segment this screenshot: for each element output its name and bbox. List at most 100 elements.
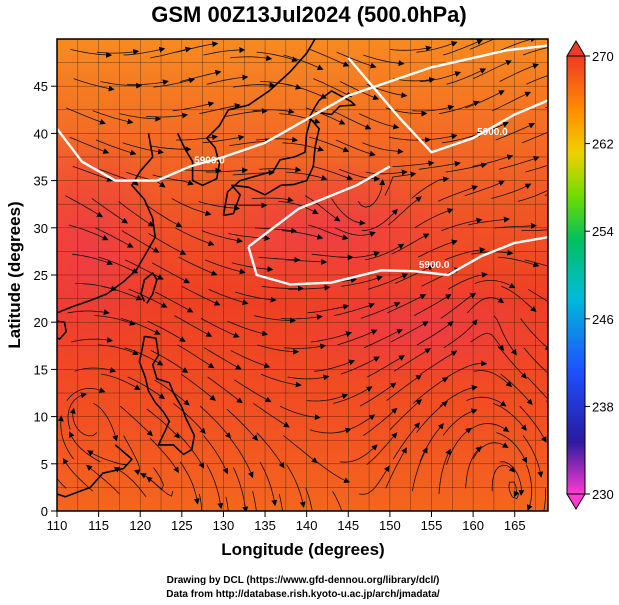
streamline — [367, 355, 405, 378]
streamline — [92, 110, 134, 125]
colorbar-tick-label: 270 — [592, 49, 614, 64]
streamline — [365, 169, 408, 176]
streamline — [464, 180, 505, 197]
streamline — [149, 438, 179, 474]
y-axis: 0 5 10 15 20 25 30 35 40 45 — [34, 79, 57, 519]
streamline — [227, 320, 269, 337]
streamline — [260, 373, 302, 388]
streamline — [522, 47, 548, 56]
contour-line — [57, 44, 548, 182]
colorbar-tick-label: 246 — [592, 312, 614, 327]
x-tick-label: 125 — [171, 518, 193, 533]
streamline — [418, 160, 461, 170]
x-tick-label: 120 — [129, 518, 151, 533]
streamline — [526, 464, 533, 511]
streamline — [391, 233, 430, 255]
y-tick-label: 35 — [34, 174, 48, 189]
streamline — [313, 458, 351, 483]
streamline — [180, 69, 222, 82]
streamline — [287, 374, 330, 381]
streamline — [284, 343, 327, 350]
streamline — [198, 493, 202, 511]
streamline — [230, 55, 273, 62]
streamline — [101, 285, 143, 301]
streamline — [550, 430, 567, 472]
streamline — [335, 139, 376, 157]
contour-line — [347, 57, 548, 154]
streamline — [181, 285, 221, 306]
streamline — [465, 446, 482, 489]
streamline — [524, 259, 548, 267]
streamline — [493, 315, 517, 356]
streamline — [231, 262, 274, 273]
streamline — [366, 432, 398, 466]
coastline — [140, 272, 158, 304]
streamline — [359, 382, 397, 407]
streamline — [390, 321, 429, 343]
streamline — [256, 432, 285, 469]
x-tick-label: 110 — [47, 518, 68, 533]
streamline — [144, 203, 183, 228]
streamline — [177, 344, 215, 369]
streamline — [66, 107, 106, 125]
streamline — [358, 113, 400, 130]
streamline — [362, 142, 404, 155]
streamline — [498, 155, 540, 170]
streamline — [336, 414, 376, 433]
streamline — [418, 239, 458, 258]
colorbar: 270 262 254 246 238 230 — [566, 40, 614, 510]
streamline — [414, 208, 454, 229]
streamline — [261, 285, 304, 292]
streamline — [442, 408, 478, 436]
warm-region-2 — [190, 160, 470, 300]
streamline — [69, 407, 98, 437]
streamline — [119, 405, 153, 437]
x-tick-label: 115 — [88, 518, 109, 533]
y-tick-label: 5 — [41, 457, 48, 472]
streamline — [334, 227, 376, 237]
streamline — [437, 185, 479, 202]
streamline — [71, 336, 114, 343]
streamline — [280, 314, 323, 321]
streamline — [147, 320, 186, 342]
streamline — [496, 432, 527, 464]
height-contours: 5900.0 5900.0 5900.0 — [57, 44, 548, 286]
y-tick-label: 30 — [34, 221, 48, 236]
streamline — [229, 138, 272, 147]
contour-label: 5900.0 — [477, 127, 508, 138]
streamline — [285, 171, 328, 181]
streamline — [307, 303, 350, 314]
streamline — [149, 145, 192, 153]
streamline — [225, 108, 268, 117]
streamline — [386, 374, 422, 401]
streamline — [179, 167, 222, 174]
credit-line-1: Drawing by DCL (https://www.gfd-dennou.o… — [167, 575, 440, 586]
streamline — [226, 408, 259, 441]
streamline — [387, 196, 422, 226]
streamline — [498, 256, 540, 268]
streamline — [228, 233, 271, 242]
streamline — [468, 216, 510, 226]
streamline — [69, 136, 110, 154]
coastline — [307, 90, 356, 120]
streamline — [492, 403, 527, 431]
streamline — [208, 288, 249, 306]
y-tick-label: 45 — [34, 79, 48, 94]
streamline — [389, 399, 423, 431]
chart-title: GSM 00Z13Jul2024 (500.0hPa) — [151, 2, 467, 27]
streamline — [472, 60, 513, 79]
streamline — [252, 491, 257, 511]
streamline — [312, 166, 354, 181]
coastlines — [57, 39, 356, 498]
streamline — [469, 423, 510, 432]
streamline — [525, 164, 548, 173]
streamline — [125, 259, 164, 280]
streamline — [119, 113, 162, 122]
streamline — [113, 466, 147, 498]
x-tick-label: 135 — [254, 518, 276, 533]
streamline — [206, 74, 249, 85]
streamline — [121, 230, 160, 253]
x-tick-label: 140 — [296, 518, 318, 533]
streamline — [225, 202, 268, 209]
streamline — [412, 104, 455, 112]
